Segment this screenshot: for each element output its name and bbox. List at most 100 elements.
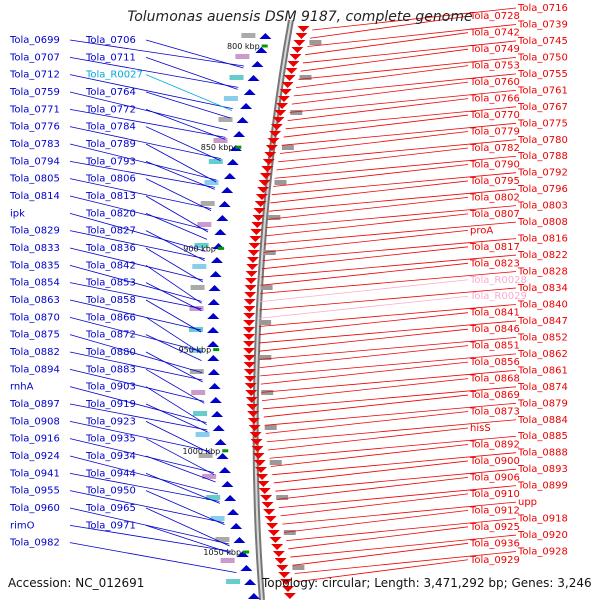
leader-line [263, 394, 469, 418]
reverse-gene-arrow [266, 523, 279, 529]
leader-line [259, 320, 517, 344]
reverse-gene-arrow [245, 278, 258, 284]
leader-line [282, 501, 517, 525]
leader-line [145, 438, 215, 476]
leader-line [69, 160, 216, 188]
reverse-gene-arrow [243, 362, 256, 368]
gene-label-right: Tola_0841 [469, 308, 520, 319]
forward-gene-arrow [230, 523, 243, 529]
reverse-gene-arrow [255, 194, 268, 200]
gene-label-left: Tola_0965 [85, 503, 136, 514]
annotation-block [194, 243, 209, 248]
leader-line [276, 477, 469, 500]
reverse-gene-arrow [253, 208, 266, 214]
gene-label-right: hisS [470, 423, 491, 434]
leader-line [261, 369, 517, 393]
gene-label-right: Tola_R0028 [469, 275, 527, 286]
leader-line [285, 106, 517, 130]
annotation-block [229, 75, 244, 80]
gene-label-right: Tola_0780 [517, 135, 568, 146]
leader-line [69, 455, 219, 495]
reverse-gene-arrow [244, 292, 257, 298]
gene-label-left: Tola_0923 [85, 416, 136, 427]
gene-label-left: Tola_0793 [85, 156, 136, 167]
leader-line [145, 108, 226, 140]
leader-line [266, 419, 517, 443]
forward-gene-arrow [244, 579, 257, 585]
reverse-gene-arrow [243, 320, 256, 326]
forward-gene-arrow [247, 75, 260, 81]
reverse-gene-arrow [258, 180, 271, 186]
leader-line [300, 48, 469, 72]
reverse-gene-arrow [270, 124, 283, 130]
scale-tick [222, 449, 229, 453]
leader-line [259, 295, 469, 319]
reverse-gene-arrow [251, 446, 264, 452]
reverse-gene-arrow [243, 313, 256, 319]
reverse-gene-arrow [297, 26, 310, 32]
reverse-gene-arrow [285, 68, 298, 74]
annotation-block [189, 348, 204, 353]
forward-gene-arrow [221, 481, 234, 487]
leader-line [145, 178, 212, 212]
leader-line [283, 114, 469, 138]
gene-label-left: Tola_0776 [9, 122, 60, 133]
reverse-gene-arrow [245, 397, 258, 403]
forward-gene-arrow [233, 131, 246, 137]
leader-line [312, 7, 517, 31]
reverse-gene-arrow [243, 369, 256, 375]
gene-label-right: Tola_0816 [517, 234, 568, 245]
reverse-gene-arrow [247, 250, 260, 256]
reverse-gene-arrow [246, 404, 259, 410]
forward-gene-arrow [207, 369, 220, 375]
gene-label-right: Tola_0808 [517, 217, 568, 228]
gene-label-right: Tola_0847 [517, 316, 568, 327]
leader-line [145, 126, 221, 162]
leader-line [145, 282, 202, 312]
gene-label-left: Tola_0916 [9, 434, 60, 445]
gene-label-right: Tola_0788 [517, 151, 568, 162]
gene-label-left: Tola_0934 [85, 451, 136, 462]
leader-line [69, 282, 202, 310]
scale-tick [213, 348, 220, 352]
forward-gene-arrow [212, 425, 225, 431]
leader-line [270, 180, 469, 204]
leader-line [264, 221, 517, 245]
gene-label-left: Tola_0842 [85, 260, 136, 271]
reverse-gene-arrow [247, 411, 260, 417]
gene-label-left: Tola_0858 [85, 295, 136, 306]
gene-label-right: Tola_0885 [517, 431, 568, 442]
leader-line [145, 368, 205, 404]
gene-label-left: Tola_0971 [85, 520, 136, 531]
gene-label-right: Tola_0822 [517, 250, 568, 261]
leader-line [289, 89, 517, 113]
reverse-gene-arrow [251, 222, 264, 228]
reverse-gene-arrow [291, 47, 304, 53]
leader-line [258, 304, 517, 327]
leader-line [263, 229, 469, 253]
gene-label-left: Tola_0924 [9, 451, 60, 462]
forward-gene-arrow [224, 495, 237, 501]
reverse-gene-arrow [245, 271, 258, 277]
forward-gene-arrow [218, 201, 231, 207]
gene-label-left: Tola_0955 [9, 486, 60, 497]
accession-text: Accession: NC_012691 [8, 576, 145, 590]
leader-line [69, 438, 214, 474]
annotation-block [206, 495, 221, 500]
leader-line [145, 74, 233, 112]
leader-line [69, 230, 205, 260]
reverse-gene-arrow [244, 285, 257, 291]
reverse-gene-arrow [248, 425, 261, 431]
gene-label-left: Tola_0919 [85, 399, 136, 410]
gene-label-right: Tola_0760 [469, 77, 520, 88]
forward-gene-arrow [240, 565, 253, 571]
gene-label-right: Tola_0753 [469, 61, 520, 72]
reverse-gene-arrow [272, 551, 285, 557]
leader-line [145, 351, 203, 383]
gene-label-right: Tola_0775 [517, 118, 568, 129]
forward-gene-arrow [214, 229, 227, 235]
forward-gene-arrow [218, 467, 231, 473]
gene-label-left: Tola_0853 [85, 278, 136, 289]
gene-label-right: Tola_0828 [517, 267, 568, 278]
leader-line [262, 386, 517, 410]
